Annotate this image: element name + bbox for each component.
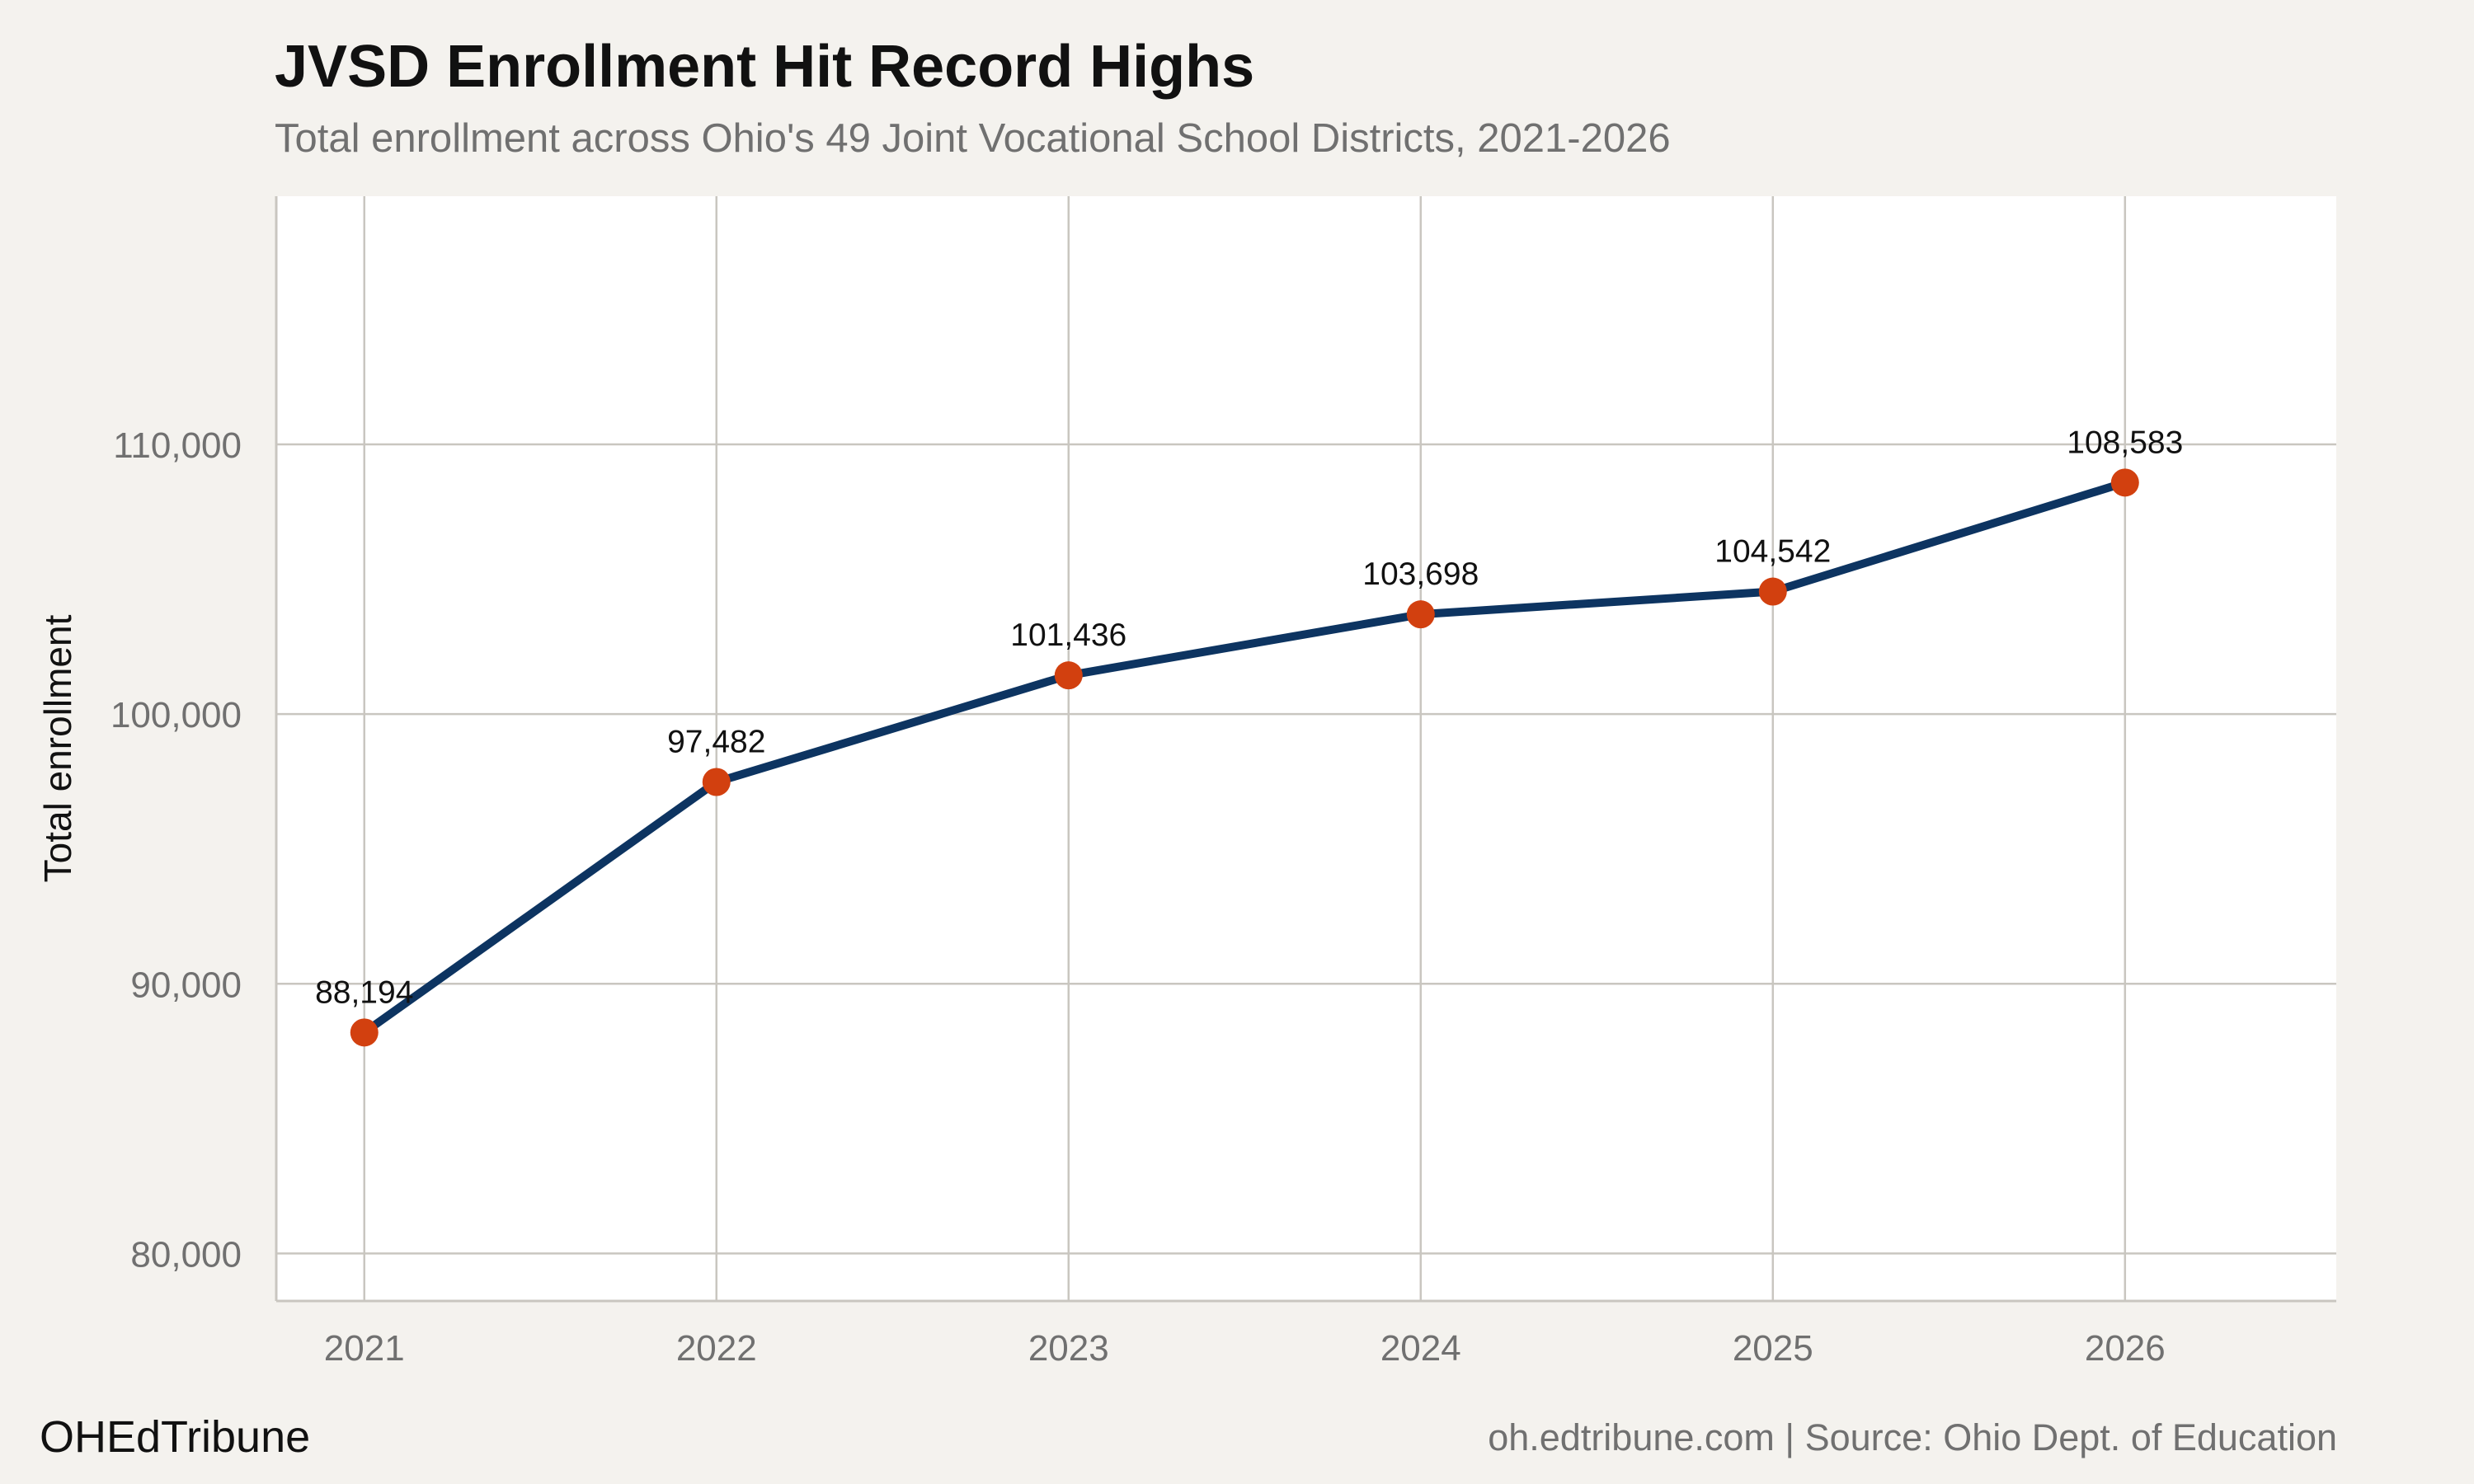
x-tick-label: 2024 [1380,1328,1461,1369]
data-label: 88,194 [315,974,413,1010]
x-tick-label: 2023 [1028,1328,1109,1369]
x-tick-label: 2022 [676,1328,757,1369]
y-tick-label: 90,000 [130,965,242,1005]
y-tick-label: 80,000 [130,1234,242,1275]
plot-panel [276,196,2336,1301]
x-tick-label: 2025 [1733,1328,1813,1369]
chart-subtitle: Total enrollment across Ohio's 49 Joint … [275,116,1671,161]
data-point [1758,577,1787,606]
series-line [360,478,2129,1037]
data-point [350,1018,379,1047]
data-point [2110,468,2139,497]
data-label: 104,542 [1714,534,1831,570]
y-tick-label: 100,000 [111,695,242,735]
y-tick-label: 110,000 [113,425,242,466]
x-tick-label: 2021 [324,1328,405,1369]
data-label: 103,698 [1362,556,1479,592]
brand-name: OHEdTribune [40,1412,311,1462]
x-tick-label: 2026 [2085,1328,2166,1369]
source-note: oh.edtribune.com | Source: Ohio Dept. of… [1488,1416,2337,1458]
data-label: 97,482 [667,725,765,760]
data-point [1406,600,1435,629]
data-point [702,768,731,796]
data-point [1054,661,1083,690]
data-label: 108,583 [2067,425,2183,460]
data-label: 101,436 [1010,618,1126,653]
chart-title: JVSD Enrollment Hit Record Highs [275,34,1255,100]
y-axis-title: Total enrollment [36,614,79,882]
